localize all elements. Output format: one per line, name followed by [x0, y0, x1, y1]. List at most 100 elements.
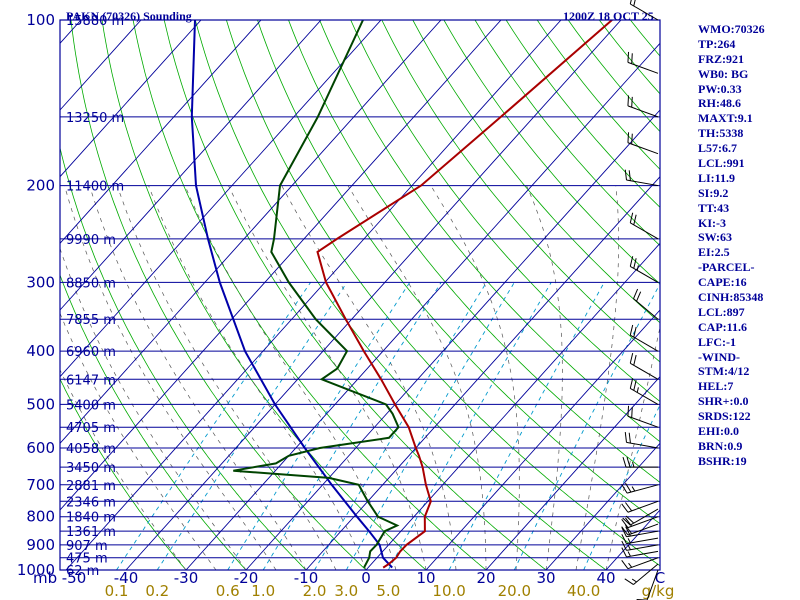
pressure-tick-label: 500: [26, 395, 55, 413]
wind-barb-flag: [631, 133, 633, 145]
isotherm: [60, 20, 382, 378]
index-line: -PARCEL-: [698, 260, 755, 275]
wind-barb-flag: [629, 212, 634, 223]
mixing-ratio-line: [345, 282, 515, 570]
wind-barb-flag: [627, 538, 631, 544]
wind-barb: [629, 352, 659, 380]
wind-barb-flag: [629, 352, 634, 364]
height-label: 3450 m: [66, 461, 116, 476]
wind-barb-staff: [626, 179, 659, 187]
wind-barb-staff: [626, 537, 659, 545]
dry-adiabat: [226, 20, 660, 567]
temperature-tick-label: 40: [596, 569, 615, 587]
height-label: 8850 m: [66, 276, 116, 291]
wind-barb-flag: [627, 132, 630, 143]
pressure-tick-label: 700: [26, 476, 55, 494]
wind-barb: [621, 557, 659, 570]
wind-barb-flag: [627, 95, 630, 106]
index-line: CAP:11.6: [698, 319, 747, 334]
wind-barb-flag: [626, 456, 631, 468]
wind-barb-flag: [624, 169, 627, 181]
wind-barb-flag: [621, 560, 629, 569]
index-line: EHI:0.0: [698, 424, 740, 439]
wind-barb-flag: [633, 0, 636, 7]
moist-adiabat: [347, 185, 487, 570]
isotherm: [245, 109, 660, 570]
wind-barb-flag: [636, 387, 639, 393]
wind-barb-flag: [627, 405, 630, 417]
wind-barb-flag: [629, 378, 634, 389]
mixing-ratio-line: [513, 282, 660, 570]
mixing-ratio-label: 3.0: [334, 582, 358, 600]
temperature-tick-label: -30: [174, 569, 199, 587]
wind-barb: [627, 95, 659, 118]
wind-barb: [629, 324, 659, 352]
index-line: LFC:-1: [698, 334, 736, 349]
wind-barb-staff: [633, 298, 659, 320]
height-label: 907 m: [66, 539, 108, 554]
wind-barb-flag: [629, 324, 634, 336]
wind-barb-flag: [631, 486, 636, 492]
height-label: 9990 m: [66, 233, 116, 248]
mixing-ratio-label: 1.0: [251, 582, 275, 600]
index-line: WB0: BG: [698, 66, 749, 81]
wind-barb-staff: [630, 362, 659, 380]
mixing-ratio-label: 0.6: [216, 582, 240, 600]
index-line: SRDS:122: [698, 409, 751, 424]
wind-barb: [624, 169, 659, 187]
wind-barb-staff: [627, 500, 659, 513]
wind-barb-flag: [621, 547, 627, 558]
wind-barb: [621, 482, 659, 494]
moist-adiabat: [148, 185, 367, 570]
wind-barb-staff: [627, 523, 659, 536]
wind-barb-staff: [627, 516, 659, 529]
mixing-ratio-line: [387, 282, 552, 570]
wind-barb-flag: [621, 534, 627, 544]
mixing-ratio-label: 20.0: [498, 582, 531, 600]
isotherm: [425, 309, 660, 570]
height-label: 4705 m: [66, 421, 116, 436]
moist-adiabat: [605, 325, 660, 570]
pressure-tick-label: 900: [26, 536, 55, 554]
temperature-tick-label: 10: [416, 569, 435, 587]
index-line: LI:11.9: [698, 170, 736, 185]
wind-barb-flag: [633, 380, 637, 391]
isotherm: [60, 20, 502, 511]
temperature-tick-label: -50: [62, 569, 87, 587]
wind-barb-staff: [630, 3, 659, 21]
pressure-tick-label: 400: [26, 342, 55, 360]
isotherm: [125, 20, 622, 570]
mixing-ratio-label: 5.0: [376, 582, 400, 600]
wind-barb: [627, 132, 659, 155]
wind-barb-staff: [646, 569, 659, 600]
wind-barb: [627, 51, 659, 74]
height-label: 2881 m: [66, 479, 116, 494]
wind-barb: [621, 547, 659, 558]
mixing-ratio-line: [448, 282, 605, 570]
temperature-tick-label: -40: [114, 569, 139, 587]
isotherm: [65, 20, 562, 570]
index-line: -WIND-: [698, 349, 740, 364]
wind-barb-flag: [622, 517, 631, 526]
index-line: SI:9.2: [698, 185, 729, 200]
wind-barb: [621, 523, 659, 536]
wind-barb: [621, 500, 659, 513]
isotherm: [60, 20, 322, 311]
moist-adiabat: [60, 247, 247, 570]
wind-barb-flag: [627, 51, 630, 63]
wind-barb-flag: [621, 540, 627, 551]
temperature-line: [316, 20, 613, 569]
index-line: STM:4/12: [698, 364, 750, 379]
wind-barb: [629, 378, 659, 405]
index-line: BRN:0.9: [698, 438, 743, 453]
index-line: RH:48.6: [698, 96, 741, 111]
wind-barb-staff: [630, 334, 659, 352]
height-label: 15880 m: [66, 14, 124, 29]
pressure-tick-label: 800: [26, 508, 55, 526]
pressure-tick-label: 100: [26, 11, 55, 29]
pressure-tick-label: 200: [26, 177, 55, 195]
wind-barb: [624, 563, 659, 585]
isotherm: [485, 375, 660, 570]
wind-barb-staff: [626, 544, 659, 551]
